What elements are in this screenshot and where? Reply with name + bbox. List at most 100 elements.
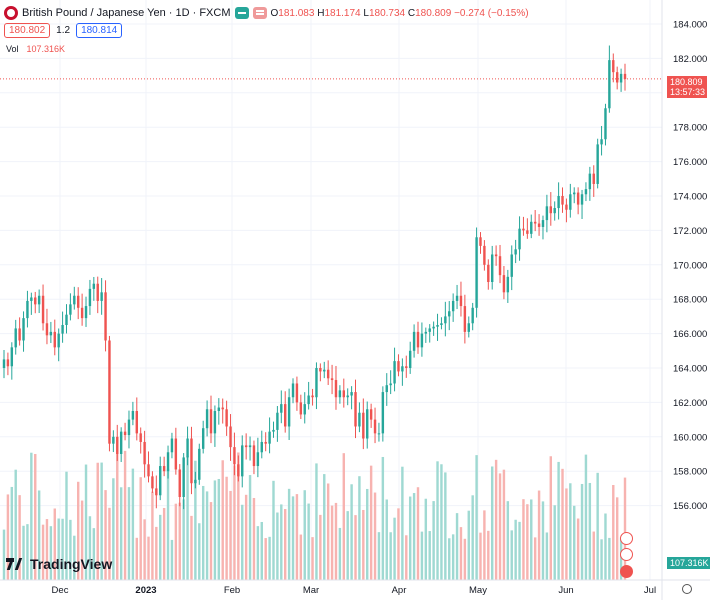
buy-button[interactable]: 180.814 <box>76 23 123 38</box>
volume-bar <box>57 518 60 580</box>
volume-bar <box>139 477 142 580</box>
volume-bar <box>119 487 123 580</box>
candle-body <box>151 476 154 489</box>
y-tick-label: 168.000 <box>673 295 707 306</box>
candle-body <box>397 361 400 372</box>
candle-body <box>389 383 392 386</box>
candle-body <box>338 390 342 398</box>
candle-body <box>69 304 72 315</box>
volume-bar <box>416 487 420 580</box>
plus-icon[interactable] <box>234 7 249 19</box>
volume-bar <box>88 516 92 580</box>
volume-bar <box>612 485 615 580</box>
candle-body <box>373 419 377 434</box>
volume-bar <box>37 490 41 580</box>
volume-bar <box>69 519 72 580</box>
volume-bar <box>526 504 529 580</box>
candle-body <box>592 173 595 184</box>
volume-bar <box>326 483 330 580</box>
candle-body <box>537 223 541 227</box>
volume-bar <box>401 466 404 580</box>
candle-body <box>428 328 431 332</box>
y-tick-label: 172.000 <box>673 226 707 237</box>
candle-body <box>580 194 584 205</box>
candle-body <box>49 331 53 336</box>
volume-bar <box>96 462 99 580</box>
candle-body <box>229 426 232 448</box>
volume-legend[interactable]: Vol 107.316K <box>6 44 65 54</box>
target-icon[interactable] <box>620 565 633 578</box>
volume-bar <box>221 460 224 580</box>
candle-body <box>299 402 303 415</box>
candle-body <box>291 383 295 398</box>
symbol-title[interactable]: British Pound / Japanese Yen · 1D · FXCM <box>22 7 231 19</box>
candle-body <box>198 448 201 480</box>
volume-bar <box>131 468 135 580</box>
volume-bar <box>217 478 221 580</box>
y-tick-label: 158.000 <box>673 467 707 478</box>
candle-body <box>440 323 443 325</box>
volume-bar <box>303 490 306 580</box>
candle-body <box>326 369 330 379</box>
candle-body <box>604 108 607 140</box>
candle-body <box>190 438 193 484</box>
volume-bar <box>573 505 576 580</box>
y-tick-label: 166.000 <box>673 329 707 340</box>
candle-body <box>127 419 131 436</box>
candle-body <box>65 314 68 325</box>
volume-bar <box>334 502 338 580</box>
volume-bar <box>299 534 303 580</box>
candle-body <box>37 295 41 305</box>
candle-body <box>494 254 498 257</box>
volume-bar <box>373 492 377 580</box>
candle-body <box>510 254 513 277</box>
quote-row: 180.802 1.2 180.814 <box>4 23 123 38</box>
gear-icon[interactable] <box>682 584 692 594</box>
lightning-icon[interactable] <box>620 532 633 545</box>
last-price-label: 180.809 13:57:33 <box>667 76 707 98</box>
volume-bar <box>428 531 431 580</box>
y-tick-label: 176.000 <box>673 157 707 168</box>
sell-button[interactable]: 180.802 <box>4 23 51 38</box>
menu-icon[interactable] <box>252 7 267 19</box>
volume-bar <box>205 491 209 580</box>
volume-bar <box>100 462 103 580</box>
candle-body <box>596 144 599 184</box>
volume-bar <box>565 488 568 580</box>
ohlc-values: O181.083 H181.174 L180.734 C180.809 −0.2… <box>270 7 529 19</box>
volume-bar <box>104 490 107 580</box>
volume-bar <box>377 532 381 580</box>
candle-body <box>514 249 517 255</box>
volume-bar <box>194 460 197 580</box>
volume-bar <box>537 490 541 580</box>
volume-bar <box>170 539 174 580</box>
candle-body <box>354 392 357 427</box>
candle-body <box>295 383 299 403</box>
brand-name: TradingView <box>30 556 113 572</box>
volume-bar <box>569 483 572 580</box>
volume-bar <box>14 469 17 580</box>
candle-body <box>88 288 92 307</box>
volume-bar <box>147 536 150 580</box>
tradingview-logo[interactable]: TradingView <box>6 556 112 572</box>
candle-body <box>135 411 139 434</box>
volume-bar <box>2 529 6 580</box>
flag-icon <box>4 6 18 20</box>
candle-body <box>565 204 568 210</box>
calendar-icon[interactable] <box>620 548 633 561</box>
volume-bar <box>127 487 131 580</box>
candle-body <box>569 194 572 210</box>
volume-bar <box>162 507 166 580</box>
candle-body <box>588 173 592 190</box>
y-tick-label: 164.000 <box>673 364 707 375</box>
volume-bar <box>198 523 201 580</box>
volume-label: Vol <box>6 44 19 54</box>
volume-bar <box>615 497 619 580</box>
candle-body <box>61 325 64 334</box>
candle-body <box>76 295 80 308</box>
volume-bar <box>350 484 353 580</box>
candle-body <box>2 359 6 368</box>
volume-bar <box>22 525 25 580</box>
volume-bar <box>143 519 146 580</box>
